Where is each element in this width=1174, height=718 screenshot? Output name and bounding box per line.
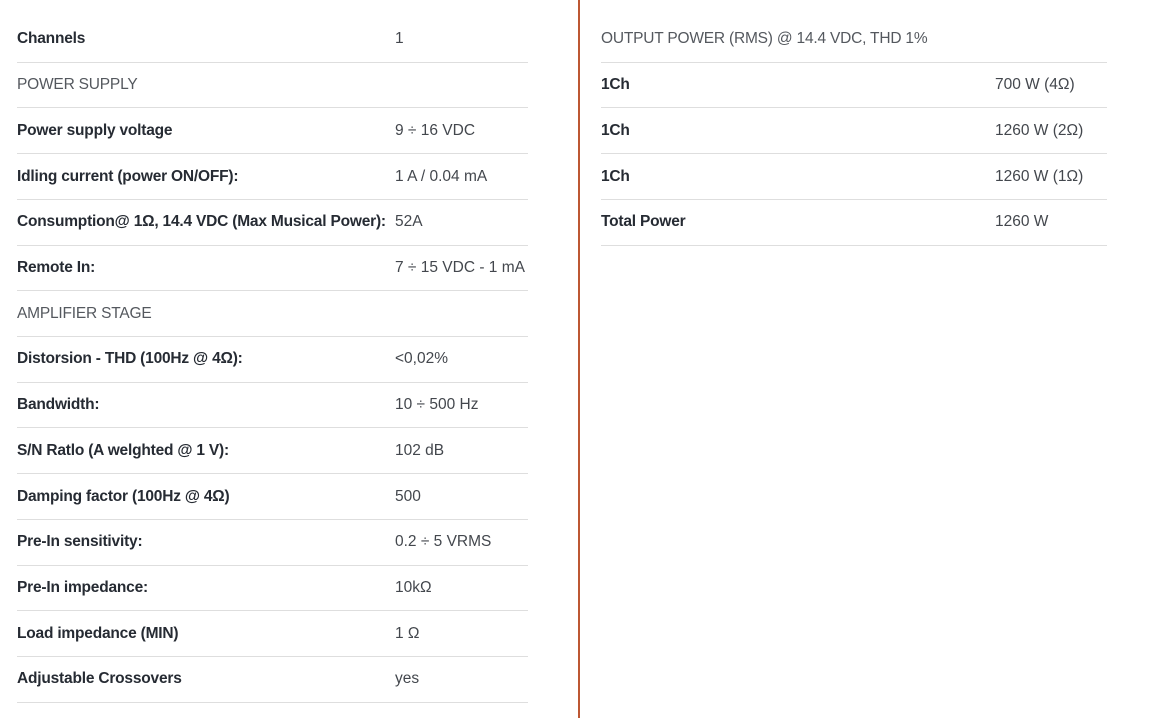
spec-value: 700 W (4Ω) [995,76,1075,94]
spec-label: Load impedance (MIN) [17,624,179,642]
spec-value: 1260 W (1Ω) [995,167,1084,185]
section-row: AMPLIFIER STAGE [17,291,528,338]
spec-label: Bandwidth: [17,396,100,414]
spec-row: 1Ch 1260 W (2Ω) [601,108,1107,155]
column-divider [578,0,580,718]
spec-row: Consumption@ 1Ω, 14.4 VDC (Max Musical P… [17,200,528,246]
spec-row: Bandwidth: 10 ÷ 500 Hz [17,383,528,429]
spec-label: Damping factor (100Hz @ 4Ω) [17,487,230,505]
spec-label: Distorsion - THD (100Hz @ 4Ω): [17,350,243,368]
spec-label: Consumption@ 1Ω, 14.4 VDC (Max Musical P… [17,213,386,231]
spec-value: 1260 W [995,213,1049,231]
spec-row: Damping factor (100Hz @ 4Ω) 500 [17,474,528,520]
spec-label: Adjustable Crossovers [17,670,182,688]
spec-row: Idling current (power ON/OFF): 1 A / 0.04… [17,154,528,200]
spec-label: 1Ch [601,121,630,139]
spec-label: Power supply voltage [17,121,173,139]
spec-label: 1Ch [601,167,630,185]
spec-row: Load impedance (MIN) 1 Ω [17,611,528,658]
left-spec-table: Channels 1 POWER SUPPLY Power supply voltag… [17,17,528,703]
section-title: POWER SUPPLY [17,76,138,94]
spec-value: <0,02% [395,350,449,368]
section-title: OUTPUT POWER (RMS) @ 14.4 VDC, THD 1% [601,30,928,48]
spec-value: 1 Ω [395,624,420,642]
spec-label: Pre-In impedance: [17,578,148,596]
right-spec-table: OUTPUT POWER (RMS) @ 14.4 VDC, THD 1% 1Ch… [601,17,1107,246]
spec-row: 1Ch 1260 W (1Ω) [601,154,1107,200]
spec-label: Pre-In sensitivity: [17,533,143,551]
spec-row: Remote In: 7 ÷ 15 VDC - 1 mA [17,246,528,292]
spec-value: 52A [395,213,423,231]
spec-row: S/N Ratlo (A welghted @ 1 V): 102 dB [17,428,528,475]
spec-value: 10 ÷ 500 Hz [395,396,479,414]
spec-row: 1Ch 700 W (4Ω) [601,63,1107,109]
spec-label: S/N Ratlo (A welghted @ 1 V): [17,441,229,459]
section-row: POWER SUPPLY [17,63,528,109]
spec-value: yes [395,670,420,688]
spec-value: 7 ÷ 15 VDC - 1 mA [395,258,525,276]
spec-row: Adjustable Crossovers yes [17,657,528,703]
spec-row: Pre-In sensitivity: 0.2 ÷ 5 VRMS [17,520,528,566]
spec-label: Idling current (power ON/OFF): [17,167,239,185]
spec-value: 9 ÷ 16 VDC [395,121,476,139]
spec-value: 1260 W (2Ω) [995,121,1084,139]
spec-label: Channels [17,30,86,48]
spec-value: 0.2 ÷ 5 VRMS [395,533,492,551]
spec-label: 1Ch [601,76,630,94]
spec-value: 10kΩ [395,578,432,596]
spec-label: Total Power [601,213,686,231]
spec-row: Total Power 1260 W [601,200,1107,246]
spec-label: Remote In: [17,258,96,276]
spec-row: Power supply voltage 9 ÷ 16 VDC [17,108,528,155]
spec-row: Distorsion - THD (100Hz @ 4Ω): <0,02% [17,337,528,383]
section-title: AMPLIFIER STAGE [17,304,152,322]
spec-value: 500 [395,487,421,505]
spec-row: Pre-In impedance: 10kΩ [17,566,528,612]
spec-row: Channels 1 [17,17,528,63]
spec-value: 102 dB [395,441,445,459]
section-row: OUTPUT POWER (RMS) @ 14.4 VDC, THD 1% [601,17,1107,63]
spec-value: 1 [395,30,404,48]
spec-value: 1 A / 0.04 mA [395,167,488,185]
